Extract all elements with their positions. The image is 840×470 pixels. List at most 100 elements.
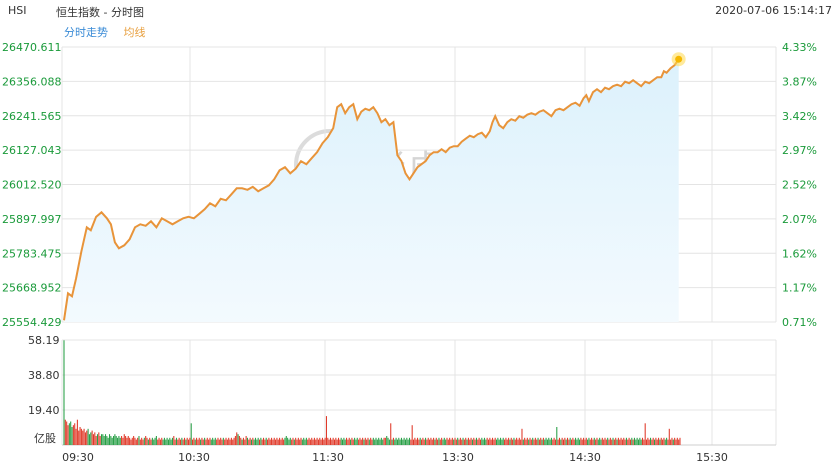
- volume-bar: [566, 437, 569, 445]
- volume-bar: [486, 437, 488, 445]
- volume-bar: [490, 439, 492, 445]
- volume-bar: [354, 437, 356, 445]
- volume-bar: [603, 439, 605, 445]
- volume-bar: [457, 437, 459, 445]
- volume-bar: [214, 437, 216, 445]
- volume-bar: [189, 437, 191, 445]
- volume-bar: [268, 437, 270, 445]
- volume-bar: [348, 437, 350, 445]
- volume-bar: [319, 437, 321, 445]
- volume-bar: [159, 439, 161, 445]
- volume-bar: [605, 439, 607, 445]
- volume-bar: [204, 437, 206, 445]
- volume-bar: [676, 437, 678, 445]
- volume-unit-label: 亿股: [34, 432, 56, 445]
- volume-bar: [295, 437, 297, 445]
- volume-bar: [153, 439, 155, 445]
- volume-bar: [524, 437, 526, 445]
- volume-bar: [312, 439, 314, 445]
- volume-bar: [193, 437, 195, 445]
- volume-bar: [656, 439, 658, 445]
- volume-bar: [643, 439, 645, 445]
- volume-bar: [143, 437, 145, 445]
- volume-bar: [419, 437, 421, 445]
- price-tick-label: 26241.565: [2, 110, 62, 123]
- volume-bar: [465, 437, 467, 445]
- time-tick-label: 13:30: [442, 451, 474, 464]
- volume-bar: [305, 437, 307, 445]
- legend-price-line[interactable]: 分时走势: [64, 26, 108, 39]
- volume-bar: [375, 437, 377, 445]
- volume-bar: [395, 437, 397, 445]
- volume-bar: [584, 439, 586, 445]
- volume-bar: [640, 439, 642, 445]
- volume-bar: [652, 437, 654, 445]
- volume-bar: [206, 437, 208, 445]
- volume-bar: [382, 439, 384, 445]
- volume-bar: [370, 437, 372, 445]
- volume-bar: [115, 436, 117, 445]
- volume-bar: [632, 439, 634, 445]
- volume-bar: [197, 439, 199, 445]
- volume-bar: [267, 439, 269, 445]
- volume-bar: [608, 439, 610, 445]
- volume-bar: [538, 439, 540, 445]
- volume-bar: [64, 419, 66, 445]
- volume-bar: [517, 439, 519, 445]
- volume-bar: [210, 439, 212, 445]
- volume-bar: [107, 437, 109, 445]
- volume-bar: [299, 439, 301, 445]
- volume-bar: [388, 439, 390, 445]
- volume-bar: [174, 439, 176, 445]
- volume-bar: [289, 437, 291, 445]
- volume-bar: [500, 437, 502, 445]
- volume-bar: [615, 437, 617, 445]
- volume-bar: [509, 439, 511, 445]
- volume-bar: [351, 437, 353, 445]
- volume-bar: [668, 428, 670, 445]
- volume-bar: [404, 439, 407, 445]
- volume-bar: [225, 437, 227, 445]
- volume-bar: [130, 439, 132, 445]
- price-tick-label: 26470.611: [2, 41, 62, 54]
- volume-bar: [482, 439, 484, 445]
- volume-bar: [258, 439, 261, 445]
- volume-bar: [175, 437, 178, 445]
- volume-bar: [261, 439, 263, 445]
- volume-bar: [350, 439, 352, 445]
- volume-bar: [679, 437, 681, 445]
- volume-bar: [236, 432, 238, 445]
- volume-bar: [560, 439, 562, 445]
- volume-bar: [232, 439, 234, 445]
- volume-bar: [544, 439, 546, 445]
- volume-bar: [660, 437, 662, 445]
- volume-bar: [575, 437, 577, 445]
- volume-bar: [478, 437, 480, 445]
- volume-bar: [346, 437, 348, 445]
- volume-bar: [202, 439, 204, 445]
- price-tick-label: 25897.997: [2, 213, 62, 226]
- volume-bar: [265, 437, 267, 445]
- volume-bar: [358, 439, 360, 445]
- volume-bar: [104, 434, 107, 445]
- volume-bar: [592, 439, 594, 445]
- volume-bar: [529, 437, 531, 445]
- percent-tick-label: 1.62%: [782, 247, 817, 260]
- volume-bar: [344, 439, 346, 445]
- volume-bar: [561, 437, 563, 445]
- volume-bar: [118, 436, 120, 445]
- volume-bar: [429, 439, 431, 445]
- volume-bar: [303, 437, 305, 445]
- volume-bar: [91, 430, 93, 445]
- volume-bar: [532, 437, 534, 445]
- volume-bar: [185, 439, 187, 445]
- volume-bar: [79, 427, 81, 445]
- volume-bar: [237, 434, 239, 445]
- volume-bar: [627, 439, 629, 445]
- percent-tick-label: 4.33%: [782, 41, 817, 54]
- volume-bar: [651, 439, 653, 445]
- volume-bar: [304, 439, 306, 445]
- volume-bar: [264, 439, 266, 445]
- legend-average-line[interactable]: 均线: [123, 26, 146, 39]
